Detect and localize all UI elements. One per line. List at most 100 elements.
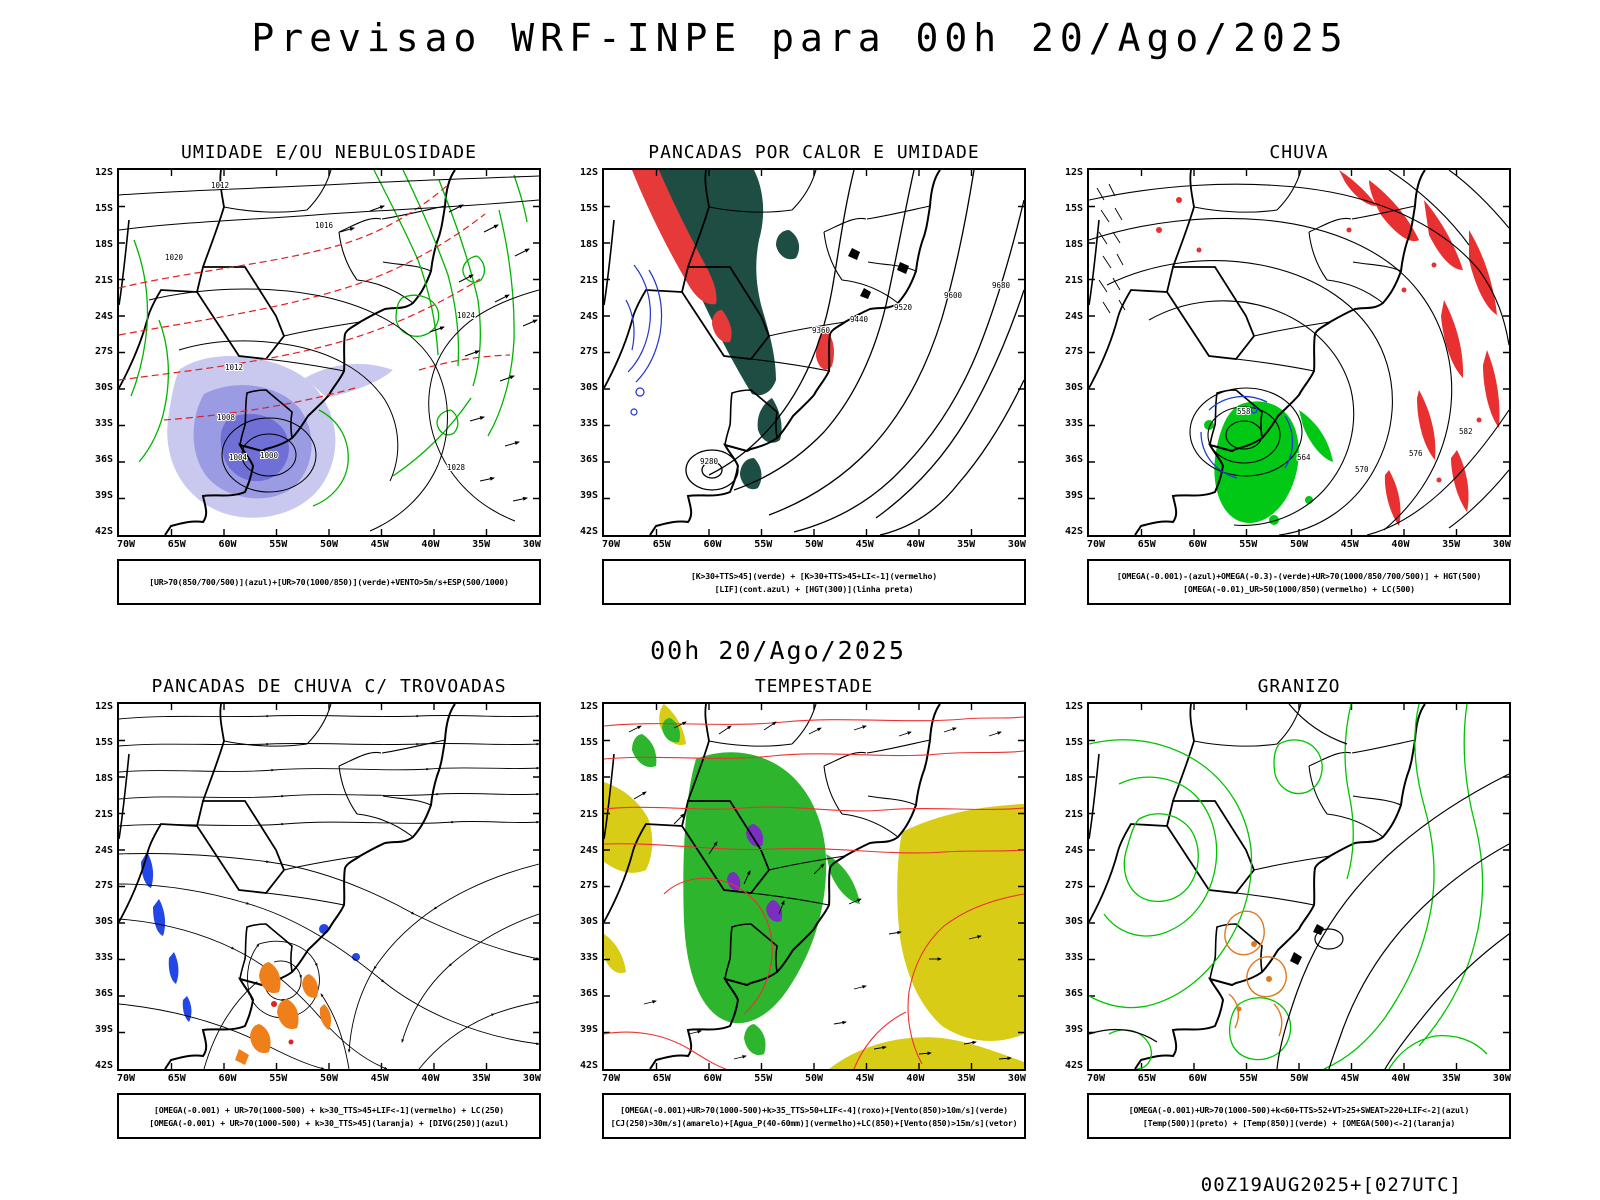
lon-tick-label: 45W — [855, 539, 874, 550]
lat-axis: 12S 15S 18S 21S 24S 27S 30S 33S 36S 39S 42S — [89, 168, 117, 537]
lat-tick-label: 12S — [94, 701, 113, 712]
lat-tick-label: 18S — [579, 238, 598, 250]
svg-text:1000: 1000 — [260, 451, 279, 460]
panel-umidade: UMIDADE E/OU NEBULOSIDADE 12S 15S 18S 21S 24… — [89, 142, 541, 605]
svg-text:1016: 1016 — [315, 221, 334, 230]
lat-tick-label: 24S — [1064, 844, 1083, 856]
lat-tick-label: 36S — [579, 454, 598, 466]
lon-tick-label: 65W — [652, 1073, 671, 1084]
lat-tick-label: 12S — [1064, 701, 1083, 712]
lat-tick-label: 18S — [1064, 238, 1083, 250]
caption-umidade: [UR>70(850/700/500)](azul)+[UR>70(1000/8… — [117, 559, 541, 605]
lon-tick-label: 70W — [602, 539, 621, 550]
lon-tick-label: 35W — [957, 539, 976, 550]
lon-axis: 70W 65W 60W 55W 50W 45W 40W 35W 30W — [602, 1074, 1026, 1084]
lat-tick-label: 12S — [579, 701, 598, 712]
lon-tick-label: 55W — [754, 539, 773, 550]
lat-tick-label: 12S — [1064, 167, 1083, 178]
hgt300-labels: 9680 9600 9520 9440 9360 9280 — [699, 280, 1012, 467]
lon-tick-label: 65W — [1137, 1073, 1156, 1084]
caption-line: [OMEGA(-0.01)_UR>50(1000/850)(vermelho) … — [1183, 583, 1415, 594]
lon-tick-label: 40W — [906, 1073, 925, 1084]
small-black-patches — [1290, 924, 1324, 965]
hgt500-labels: 558 564 570 576 582 — [1236, 406, 1474, 475]
svg-text:9600: 9600 — [944, 291, 963, 300]
map-pancadas-calor: 9680 9600 9520 9440 9360 9280 — [602, 168, 1026, 537]
caption-line: [CJ(250)>30m/s](amarelo)+[Agua_P(40-60mm… — [610, 1117, 1018, 1128]
lon-tick-label: 45W — [1340, 539, 1359, 550]
lat-tick-label: 27S — [94, 880, 113, 892]
lat-tick-label: 33S — [579, 418, 598, 430]
lat-tick-label: 39S — [94, 490, 113, 502]
caption-chuva: [OMEGA(-0.001)-(azul)+OMEGA(-0.3)-(verde… — [1087, 559, 1511, 605]
lat-tick-label: 21S — [94, 808, 113, 820]
lon-tick-label: 55W — [269, 1073, 288, 1084]
caption-line: [OMEGA(-0.001)+UR>70(1000-500)+k>35_TTS>… — [620, 1104, 1008, 1115]
lat-tick-label: 30S — [1064, 916, 1083, 928]
lat-tick-label: 30S — [94, 916, 113, 928]
lat-tick-label: 15S — [579, 736, 598, 748]
caption-tempestade: [OMEGA(-0.001)+UR>70(1000-500)+k>35_TTS>… — [602, 1093, 1026, 1139]
map-pancadas-calor-canvas: 9680 9600 9520 9440 9360 9280 — [604, 170, 1024, 535]
lat-tick-label: 15S — [1064, 736, 1083, 748]
lon-tick-label: 65W — [652, 539, 671, 550]
lon-tick-label: 55W — [269, 539, 288, 550]
svg-text:564: 564 — [1297, 453, 1311, 462]
lon-tick-label: 70W — [1087, 539, 1106, 550]
panel-granizo: GRANIZO 12S 15S 18S 21S 24S 27S 30S 33S 36S 39S 42… — [1059, 676, 1511, 1139]
lat-axis: 12S 15S 18S 21S 24S 27S 30S 33S 36S 39S 42S — [574, 168, 602, 537]
lat-tick-label: 42S — [1064, 525, 1083, 537]
lat-tick-label: 33S — [94, 418, 113, 430]
lon-tick-label: 35W — [472, 1073, 491, 1084]
caption-line: [OMEGA(-0.001) + UR>70(1000-500) + k>30_… — [149, 1117, 509, 1128]
lon-tick-label: 70W — [602, 1073, 621, 1084]
lon-tick-label: 70W — [1087, 1073, 1106, 1084]
omega-blue-contours — [1200, 395, 1294, 479]
lon-tick-label: 65W — [167, 1073, 186, 1084]
lat-tick-label: 33S — [1064, 418, 1083, 430]
lon-tick-label: 50W — [804, 1073, 823, 1084]
lon-tick-label: 60W — [703, 1073, 722, 1084]
lon-axis: 70W 65W 60W 55W 50W 45W 40W 35W 30W — [117, 540, 541, 550]
humidity-shading — [167, 356, 393, 518]
shower-orange-areas — [235, 962, 332, 1065]
svg-text:9680: 9680 — [992, 281, 1011, 290]
lon-tick-label: 40W — [421, 1073, 440, 1084]
lat-tick-label: 36S — [579, 988, 598, 1000]
caption-line: [OMEGA(-0.001)-(azul)+OMEGA(-0.3)-(verde… — [1116, 570, 1482, 581]
lon-tick-label: 30W — [1007, 539, 1026, 550]
lat-tick-label: 12S — [579, 167, 598, 178]
lon-tick-label: 35W — [957, 1073, 976, 1084]
lon-tick-label: 40W — [1391, 1073, 1410, 1084]
lat-tick-label: 12S — [94, 167, 113, 178]
panel-tempestade: TEMPESTADE 12S 15S 18S 21S 24S 27S 30S 33S 36S 39… — [574, 676, 1026, 1139]
panel-title: PANCADAS POR CALOR E UMIDADE — [648, 142, 980, 163]
lat-tick-label: 24S — [94, 844, 113, 856]
panel-title: UMIDADE E/OU NEBULOSIDADE — [181, 142, 477, 163]
svg-text:1012: 1012 — [211, 181, 229, 190]
lon-tick-label: 45W — [855, 1073, 874, 1084]
temp850-green-contours — [1089, 704, 1488, 1069]
panel-chuva: CHUVA 12S 15S 18S 21S 24S 27S 30S 33S 36S 39S 42S — [1059, 142, 1511, 605]
lon-tick-label: 50W — [319, 539, 338, 550]
lat-axis: 12S 15S 18S 21S 24S 27S 30S 33S 36S 39S 42S — [89, 702, 117, 1071]
lat-tick-label: 15S — [94, 202, 113, 214]
lon-tick-label: 30W — [1492, 1073, 1511, 1084]
lon-tick-label: 35W — [1442, 1073, 1461, 1084]
lc-red-marks — [271, 1001, 294, 1045]
omega500-orange-contours — [1224, 910, 1287, 1037]
hgt500-contours — [1089, 170, 1509, 535]
wind-green-areas — [632, 718, 860, 1056]
lon-tick-label: 30W — [522, 539, 541, 550]
svg-text:582: 582 — [1459, 427, 1473, 436]
lat-tick-label: 30S — [579, 916, 598, 928]
lon-tick-label: 55W — [1239, 539, 1258, 550]
map-trovoadas-canvas — [119, 704, 539, 1069]
svg-text:9280: 9280 — [700, 457, 719, 466]
map-chuva: 558 564 570 576 582 — [1087, 168, 1511, 537]
lat-tick-label: 27S — [1064, 880, 1083, 892]
svg-text:1028: 1028 — [447, 463, 466, 472]
precipitable-water-red-contours — [604, 716, 1024, 1069]
lon-tick-label: 40W — [906, 539, 925, 550]
lon-tick-label: 40W — [1391, 539, 1410, 550]
